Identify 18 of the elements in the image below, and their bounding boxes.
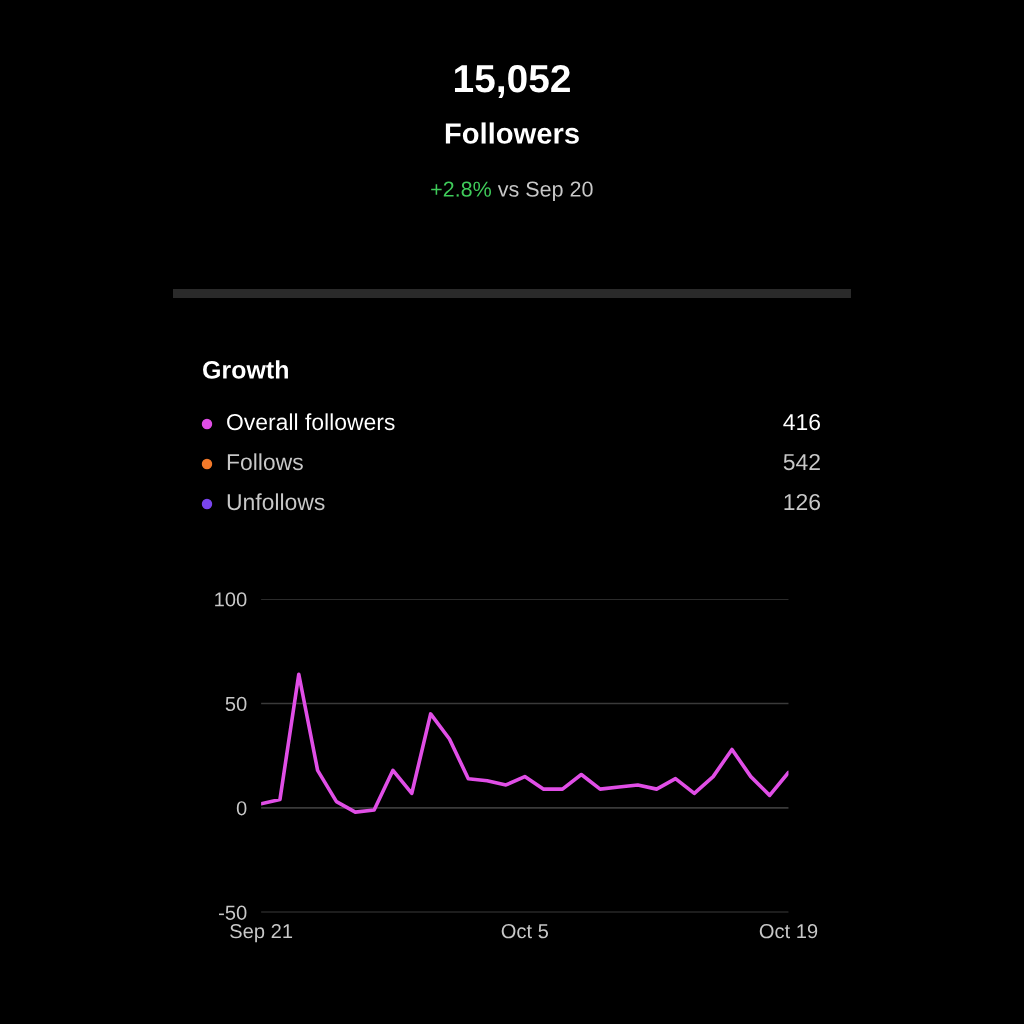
x-tick-label: Oct 5 <box>501 924 549 939</box>
y-tick-label: -50 <box>219 905 247 920</box>
chart-subtitle: Followers <box>445 122 579 144</box>
y-tick-label: 50 <box>225 696 247 711</box>
text: 542 <box>783 453 820 471</box>
chart-title: 15,052 <box>454 64 570 99</box>
x-tick-label: Oct 19 <box>759 924 818 939</box>
text: +2.8% vs Sep 20 <box>431 181 593 202</box>
legend-label: Overall followers <box>227 413 395 431</box>
text: 126 <box>784 493 820 511</box>
legend-label: Follows <box>227 453 303 471</box>
text: 416 <box>783 413 820 431</box>
legend-title: Growth <box>203 360 288 379</box>
x-tick-label: Sep 21 <box>230 924 293 943</box>
y-tick-label: 0 <box>236 801 247 816</box>
y-tick-label: 100 <box>215 592 247 607</box>
legend-label: Unfollows <box>227 493 325 511</box>
line-series <box>261 672 789 814</box>
